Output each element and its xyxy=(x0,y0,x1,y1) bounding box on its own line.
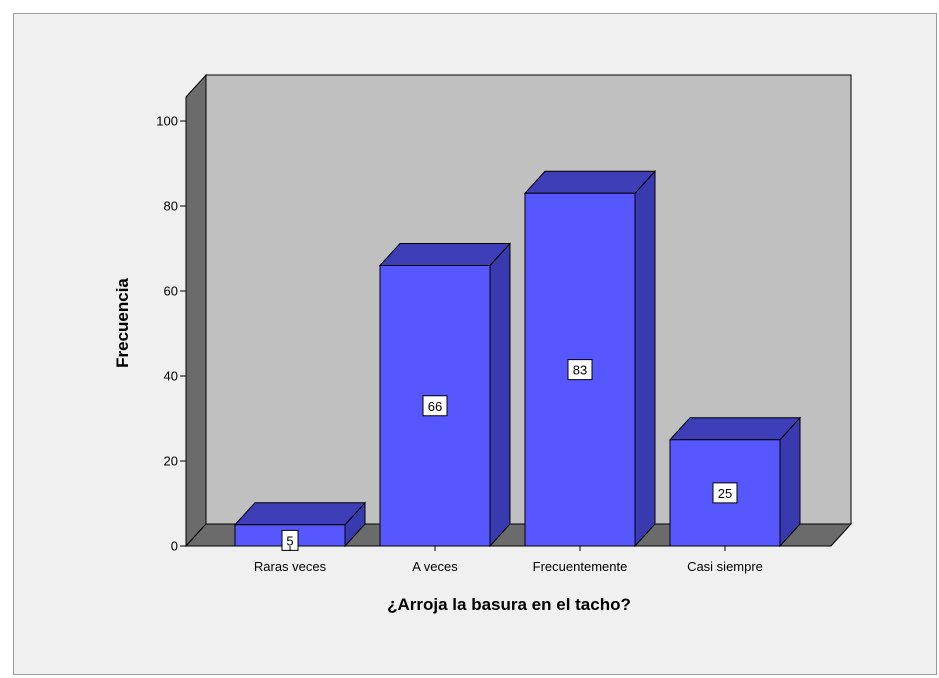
bar-chart: 0 20 40 60 80 100 5 66 83 25 Raras veces A veces F… xyxy=(113,73,853,614)
x-tick-label: Casi siempre xyxy=(687,559,763,574)
bars: 5 66 83 25 xyxy=(233,169,802,551)
y-tick-label: 0 xyxy=(171,539,178,554)
side-wall xyxy=(185,73,207,548)
x-tick-label: A veces xyxy=(412,559,458,574)
data-label: 5 xyxy=(286,533,293,548)
y-tick-label: 40 xyxy=(164,369,178,384)
y-tick-label: 60 xyxy=(164,284,178,299)
bar-top xyxy=(233,502,367,526)
x-tick-label: Frecuentemente xyxy=(533,559,628,574)
bar: 5 xyxy=(233,501,367,551)
bar-top xyxy=(523,170,657,194)
x-tick-labels: Raras veces A veces Frecuentemente Casi sie… xyxy=(254,546,763,574)
bar: 25 xyxy=(668,416,802,548)
y-tick-label: 80 xyxy=(164,199,178,214)
x-axis-title: ¿Arroja la basura en el tacho? xyxy=(387,595,631,614)
data-label-box xyxy=(712,482,738,504)
data-label-box xyxy=(422,395,448,417)
data-label: 83 xyxy=(573,363,587,378)
bar: 66 xyxy=(378,242,512,548)
bar: 83 xyxy=(523,169,657,548)
y-tick-label: 100 xyxy=(156,114,178,129)
data-label: 25 xyxy=(718,486,732,501)
bar-top xyxy=(668,417,802,441)
data-label: 66 xyxy=(428,399,442,414)
chart-frame: 0 20 40 60 80 100 5 66 83 25 Raras veces A veces F… xyxy=(13,13,937,675)
data-label-box xyxy=(567,359,593,381)
bar-side xyxy=(489,242,511,548)
y-axis-title: Frecuencia xyxy=(113,278,132,368)
y-tick-label: 20 xyxy=(164,454,178,469)
bar-side xyxy=(634,169,656,548)
y-axis: 0 20 40 60 80 100 xyxy=(156,97,187,554)
bar-top xyxy=(378,243,512,266)
x-tick-label: Raras veces xyxy=(254,559,327,574)
